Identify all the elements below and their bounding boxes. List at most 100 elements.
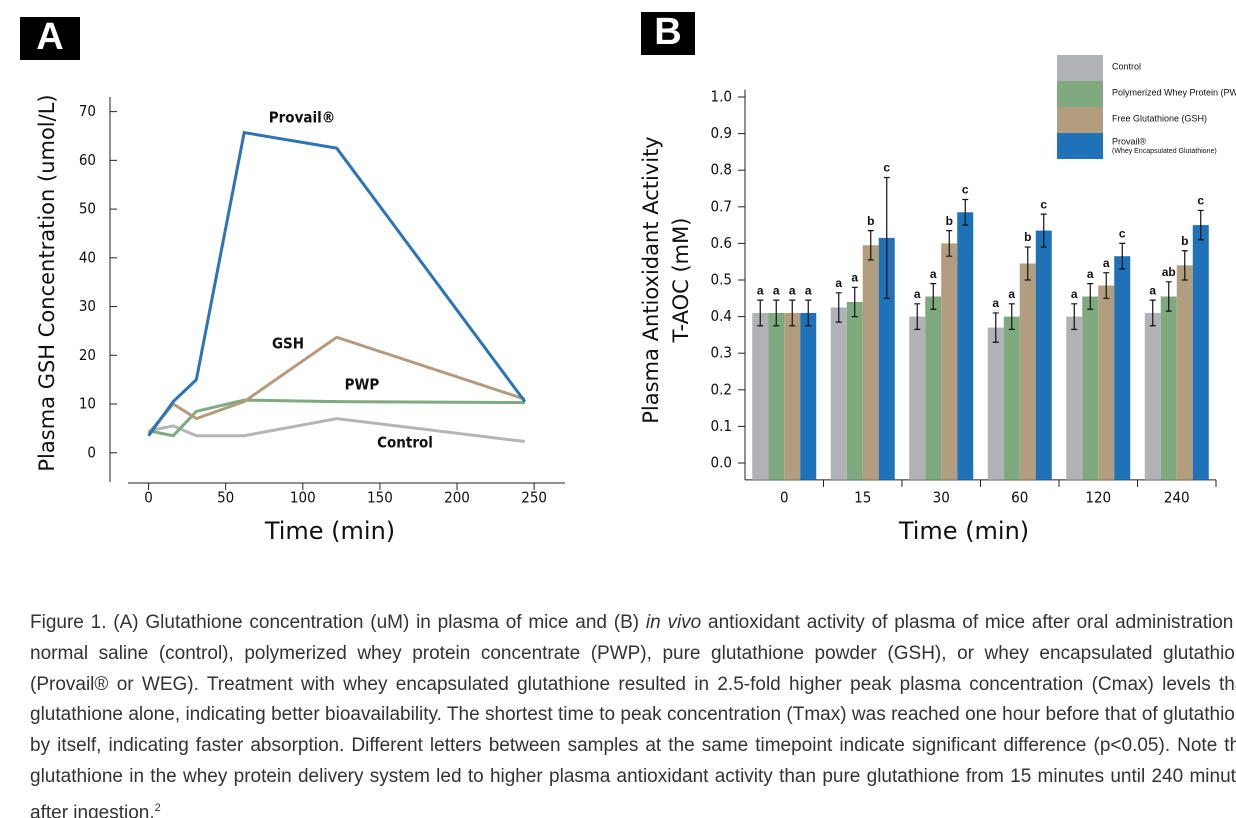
series-label: Provail® (269, 109, 335, 127)
bar (1192, 225, 1209, 480)
x-tick-label: 120 (1085, 488, 1111, 506)
error-bar (1040, 213, 1047, 248)
significance-letter: a (930, 267, 937, 281)
significance-letter: ab (1162, 265, 1176, 279)
legend-swatch (1057, 55, 1103, 81)
y-tick-label: 0.5 (711, 271, 732, 289)
legend-swatch (1057, 81, 1103, 107)
x-tick-label: 50 (217, 489, 234, 507)
caption-part: Figure 1. (A) Glutathione concentration … (30, 612, 646, 633)
bar (862, 245, 879, 480)
caption-note: 2 (154, 801, 161, 814)
y-tick-label: 0 (87, 443, 96, 461)
y-tick-label: 40 (79, 248, 96, 266)
x-tick-label: 0 (144, 489, 153, 507)
y-tick-label: 0.0 (711, 454, 732, 472)
y-tick-label: 0.7 (711, 197, 732, 215)
x-tick-label: 150 (367, 489, 393, 507)
error-bar (962, 198, 969, 226)
bar (1003, 316, 1020, 480)
x-tick-label: 15 (854, 488, 871, 506)
error-bar (883, 176, 890, 299)
panel-label-box (641, 12, 695, 55)
error-bar (946, 229, 953, 257)
significance-letter: c (1040, 197, 1047, 211)
error-bar (930, 283, 937, 310)
error-bar (1165, 281, 1172, 312)
bar (1082, 296, 1099, 480)
bar (987, 327, 1004, 480)
error-bar (1008, 303, 1015, 331)
error-bar (805, 299, 812, 327)
bar (830, 307, 847, 480)
x-tick-label: 250 (521, 489, 547, 507)
x-tick-label: 100 (290, 489, 316, 507)
caption-part: antioxidant activity of plasma of mice a… (30, 612, 1236, 818)
error-bar (992, 312, 999, 343)
y-axis-title: T-AOC (mM) (669, 218, 693, 344)
y-tick-label: 0.4 (711, 307, 732, 325)
x-tick-label: 240 (1164, 488, 1190, 506)
significance-letter: a (789, 283, 796, 297)
significance-letter: c (962, 183, 969, 197)
series-label: GSH (272, 335, 304, 353)
y-tick-label: 0.2 (711, 380, 732, 398)
bar (1160, 296, 1177, 480)
bar (846, 301, 863, 480)
significance-letter: a (1087, 267, 1094, 281)
error-bar (757, 299, 764, 327)
x-axis-title: Time (min) (264, 517, 395, 545)
error-bar (1024, 246, 1031, 281)
x-tick-label: 0 (780, 488, 789, 506)
significance-letter: c (1119, 227, 1126, 241)
significance-letter: c (1197, 194, 1204, 208)
x-axis-title: Time (min) (898, 517, 1029, 545)
bar (1035, 230, 1052, 480)
error-bar (914, 303, 921, 331)
line (148, 398, 525, 438)
x-tick-label: 30 (933, 488, 950, 506)
bar (878, 237, 895, 480)
error-bar (1197, 209, 1204, 241)
significance-letter: a (851, 270, 858, 284)
caption-text: Figure 1. (A) Glutathione concentration … (30, 608, 1236, 818)
y-tick-label: 0.6 (711, 234, 732, 252)
y-tick-label: 0.8 (711, 161, 732, 179)
significance-letter: a (1103, 256, 1110, 270)
significance-letter: b (1181, 234, 1188, 248)
y-tick-label: 50 (79, 200, 96, 218)
y-tick-label: 30 (79, 297, 96, 315)
significance-letter: a (1149, 283, 1156, 297)
bar (752, 312, 769, 480)
legend-note: (Whey Encapsulated Glutathione) (1112, 148, 1217, 155)
panel-label: B (654, 11, 681, 53)
y-tick-label: 0.3 (711, 344, 732, 362)
error-bar (1103, 272, 1110, 299)
legend-swatch (1057, 133, 1103, 159)
series-label: PWP (345, 376, 380, 394)
bar (768, 312, 785, 480)
legend-label: Control (1112, 61, 1141, 71)
error-bar (1149, 299, 1156, 327)
bar (1114, 256, 1131, 480)
error-bar (851, 286, 858, 318)
bar (1066, 316, 1083, 480)
significance-letter: a (1071, 287, 1078, 301)
significance-letter: b (946, 214, 953, 228)
y-tick-label: 1.0 (711, 88, 732, 106)
legend-label: Free Glutathione (GSH) (1112, 113, 1207, 123)
legend-swatch (1057, 107, 1103, 133)
y-tick-label: 20 (79, 346, 96, 364)
bar (1176, 265, 1193, 480)
y-tick-label: 60 (79, 151, 96, 169)
y-tick-label: 0.9 (711, 124, 732, 142)
error-bar (789, 299, 796, 327)
legend-label: Polymerized Whey Protein (PWP) (1112, 87, 1236, 97)
legend-label: Provail® (1112, 136, 1147, 146)
significance-letter: a (914, 287, 921, 301)
bar (800, 312, 817, 480)
error-bar (867, 229, 874, 261)
bar (1098, 285, 1115, 480)
